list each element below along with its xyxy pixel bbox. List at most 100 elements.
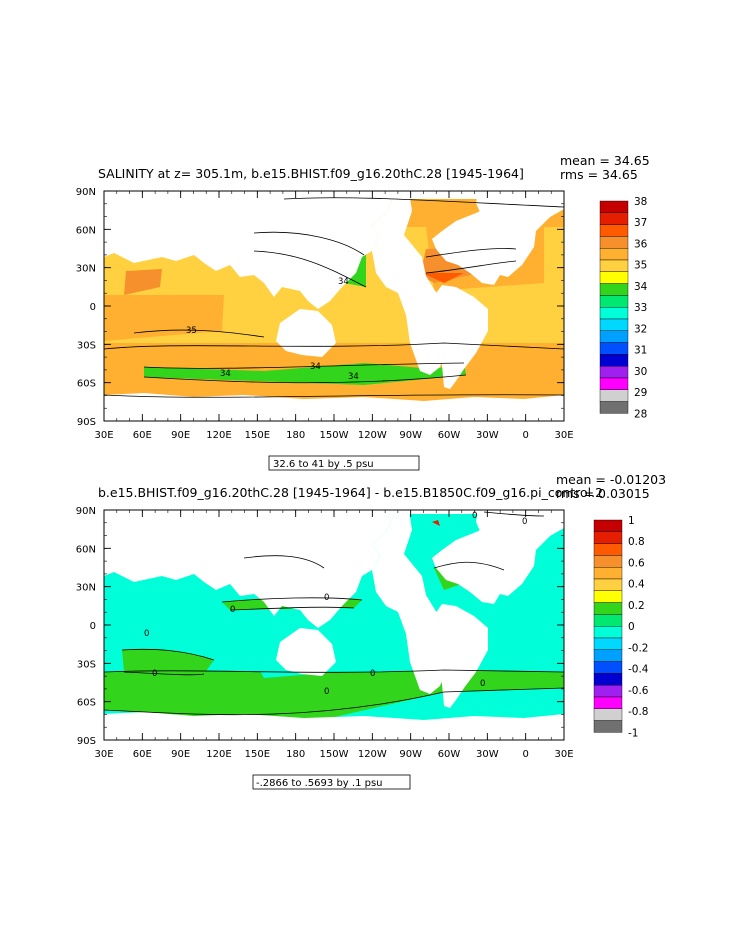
colorbar-swatch [593,637,623,651]
lon-tick-label: 120W [358,749,387,760]
colorbar-swatch [599,224,629,237]
colorbar-swatch [599,271,629,284]
colorbar-label: 0.6 [628,557,645,569]
panel-top-title: SALINITY at z= 305.1m, b.e15.BHIST.f09_g… [98,166,524,181]
lon-tick-label: 90W [399,749,422,760]
contour-label: 34 [338,277,349,287]
colorbar-swatch [593,590,623,603]
lon-tick-label: 60W [438,430,461,441]
colorbar-swatch [599,212,629,225]
lon-tick-label: 150W [320,430,349,441]
colorbar-label: -0.2 [628,642,649,654]
colorbar-swatch [593,649,623,662]
panel-top-mean: mean = 34.65 [560,153,650,168]
colorbar-swatch [593,555,623,568]
bottom-indian-pos [122,649,214,674]
colorbar-label: 37 [634,217,647,229]
lon-tick-label: 60E [133,430,152,441]
lon-tick-label: 60E [133,749,152,760]
colorbar-label: 29 [634,387,647,399]
contour-label: 0 [144,629,149,639]
colorbar-swatch [593,696,623,710]
bottom-colorbar: 1 0.8 0.6 0.4 0.2 0 -0.2 -0.4 -0.6 -0.8 -1 [593,515,649,739]
colorbar-swatch [599,354,629,367]
colorbar-swatch [593,543,623,556]
top-contour-labels: 34 35 34 34 34 [186,277,359,382]
lon-tick-label: 120E [206,749,231,760]
colorbar-swatch [599,389,629,402]
top-range-note: 32.6 to 41 by .5 psu [273,459,374,470]
contour-label: 34 [348,372,359,382]
colorbar-label: 34 [634,281,648,293]
lon-tick-label: 30E [554,749,573,760]
lon-tick-label: 30W [476,749,499,760]
colorbar-swatch [599,259,629,273]
lat-tick-label: 60N [76,544,96,555]
top-ticks: 30E 60E 90E 120E 150E 180 150W 120W 90W 60W 30W 0 30… [76,187,574,441]
colorbar-swatch [599,342,629,355]
colorbar-label: 36 [634,238,648,250]
panel-bottom-title: b.e15.BHIST.f09_g16.20thC.28 [1945-1964]… [98,485,603,500]
contour-label: 35 [186,326,197,336]
colorbar-swatch [593,720,623,733]
lon-tick-label: 60W [438,749,461,760]
panel-bottom-rms: rms = 0.03015 [556,486,650,501]
panel-top-rms: rms = 34.65 [560,167,638,182]
colorbar-label: 0 [628,621,635,633]
colorbar-swatch [593,531,623,544]
colorbar-label: 35 [634,260,647,272]
colorbar-label: 32 [634,323,647,335]
lat-tick-label: 90N [76,506,96,517]
lon-tick-label: 30E [94,430,113,441]
colorbar-swatch [593,614,623,627]
contour-label: 34 [220,369,231,379]
bottom-range-note: -.2866 to .5693 by .1 psu [256,778,383,789]
lon-tick-label: 120W [358,430,387,441]
bottom-ticks: 30E 60E 90E 120E 150E 180 150W 120W 90W 60W 30W 0 30… [76,506,574,760]
colorbar-swatch [599,306,629,320]
panel-top: SALINITY at z= 305.1m, b.e15.BHIST.f09_g… [76,153,650,471]
colorbar-label: 0.2 [628,600,645,612]
colorbar-swatch [599,236,629,249]
lat-tick-label: 0 [90,302,96,313]
contour-label: 0 [522,517,527,527]
colorbar-label: -0.6 [628,685,649,697]
lat-tick-label: 30N [76,583,96,594]
colorbar-label: 33 [634,302,647,314]
top-arabian-high [124,269,162,295]
colorbar-swatch [593,673,623,686]
lat-tick-label: 30S [77,340,96,351]
colorbar-label: -1 [628,727,638,739]
bottom-hudson-spot [432,520,440,526]
colorbar-swatch [593,684,623,698]
top-indian-orange [104,295,224,341]
colorbar-swatch [599,248,629,261]
colorbar-swatch [599,318,629,332]
colorbar-swatch [593,578,623,592]
lat-tick-label: 30S [77,659,96,670]
lat-tick-label: 60S [77,698,96,709]
contour-label: 0 [152,669,157,679]
top-contours [103,197,565,398]
lat-tick-label: 60S [77,379,96,390]
colorbar-swatch [599,365,629,379]
lon-tick-label: 150E [245,749,270,760]
lon-tick-label: 90E [171,749,190,760]
lon-tick-label: 30E [94,749,113,760]
lon-tick-label: 0 [522,749,528,760]
colorbar-label: 38 [634,196,647,208]
contour-label: 0 [472,511,477,521]
lat-tick-label: 90S [77,417,96,428]
colorbar-swatch [599,377,629,391]
contour-label: 0 [230,605,235,615]
bottom-contour-labels: 0 0 0 0 0 0 0 0 0 [144,511,527,697]
bottom-contours [103,511,565,716]
lon-tick-label: 90W [399,430,422,441]
lat-tick-label: 90S [77,736,96,747]
colorbar-swatch [593,708,623,721]
colorbar-swatch [599,283,629,296]
contour-label: 0 [324,593,329,603]
lon-tick-label: 120E [206,430,231,441]
lat-tick-label: 90N [76,187,96,198]
